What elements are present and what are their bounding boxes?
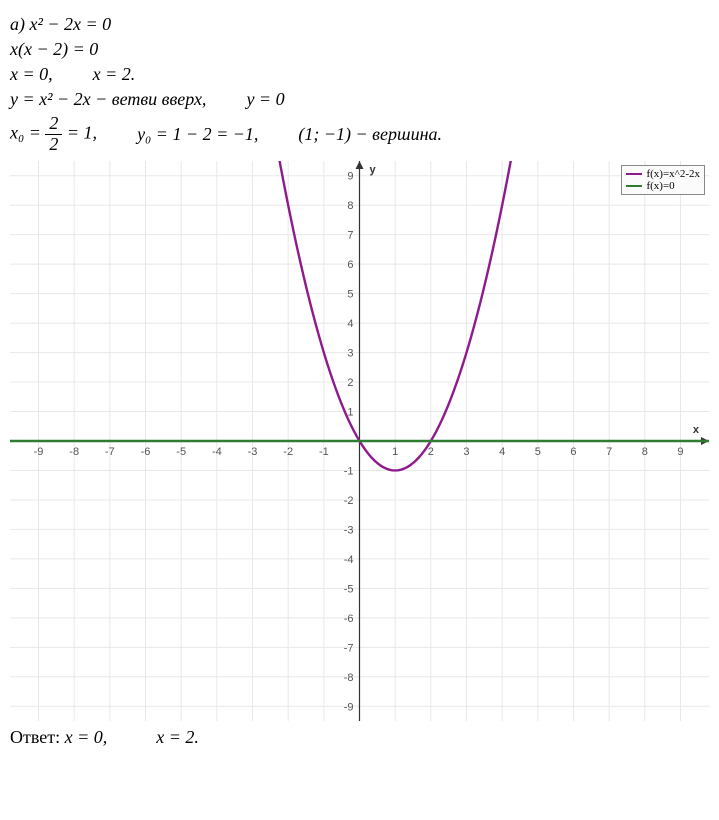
svg-text:9: 9 [347, 170, 353, 182]
svg-text:1: 1 [392, 446, 398, 458]
svg-text:-5: -5 [344, 583, 354, 595]
svg-text:-1: -1 [344, 465, 354, 477]
equation-line-4: y = x² − 2x − ветви вверх, y = 0 [10, 89, 709, 110]
svg-text:x: x [693, 424, 700, 436]
fraction-den: 2 [45, 135, 62, 155]
svg-text:-4: -4 [212, 446, 222, 458]
svg-text:-3: -3 [248, 446, 258, 458]
legend-item: f(x)=0 [626, 180, 700, 192]
svg-text:-6: -6 [141, 446, 151, 458]
svg-text:5: 5 [347, 288, 353, 300]
answer-prefix: Ответ: [10, 727, 65, 747]
svg-text:2: 2 [347, 377, 353, 389]
root-2: x = 2. [93, 64, 136, 85]
svg-text:-9: -9 [34, 446, 44, 458]
legend-item: f(x)=x^2-2x [626, 168, 700, 180]
svg-text:8: 8 [347, 200, 353, 212]
root-1: x = 0, [10, 64, 53, 85]
svg-text:-8: -8 [344, 671, 354, 683]
svg-text:-6: -6 [344, 612, 354, 624]
svg-text:y: y [370, 164, 377, 176]
svg-text:9: 9 [677, 446, 683, 458]
svg-text:5: 5 [535, 446, 541, 458]
fraction-num: 2 [45, 114, 62, 135]
legend-color-swatch [626, 173, 642, 175]
svg-text:3: 3 [463, 446, 469, 458]
chart-svg: -9 -8 -7 -6 -5 -4 -3 -2 -1 1 2 3 4 5 6 7 8 9 -9 -8 -7 -6 -5 -4 -… [10, 161, 709, 721]
svg-text:2: 2 [428, 446, 434, 458]
fraction: 2 2 [45, 114, 62, 155]
equation-line-2: x(x − 2) = 0 [10, 39, 709, 60]
x0-rhs: = 1, [67, 122, 97, 142]
svg-text:7: 7 [606, 446, 612, 458]
equation-line-1: a) x² − 2x = 0 [10, 14, 709, 35]
x0-lhs: x₀ = [10, 122, 45, 142]
equation-line-5: x₀ = 2 2 = 1, y₀ = 1 − 2 = −1, (1; −1) −… [10, 114, 709, 155]
legend-label: f(x)=0 [646, 180, 674, 192]
answer-line: Ответ: x = 0, x = 2. [10, 727, 709, 748]
svg-text:-2: -2 [283, 446, 293, 458]
equation-line-3: x = 0, x = 2. [10, 64, 709, 85]
chart-container: -9 -8 -7 -6 -5 -4 -3 -2 -1 1 2 3 4 5 6 7 8 9 -9 -8 -7 -6 -5 -4 -… [10, 161, 709, 721]
svg-text:-8: -8 [69, 446, 79, 458]
svg-text:3: 3 [347, 347, 353, 359]
svg-text:-2: -2 [344, 495, 354, 507]
legend-color-swatch [626, 185, 642, 187]
chart-legend: f(x)=x^2-2xf(x)=0 [621, 165, 705, 195]
y-zero: y = 0 [246, 89, 284, 110]
svg-text:-7: -7 [344, 642, 354, 654]
svg-text:-4: -4 [344, 553, 354, 565]
answer-a: x = 0, [65, 727, 108, 747]
svg-text:-3: -3 [344, 524, 354, 536]
svg-text:-9: -9 [344, 701, 354, 713]
svg-text:4: 4 [347, 318, 353, 330]
answer-b: x = 2. [156, 727, 199, 747]
svg-text:-7: -7 [105, 446, 115, 458]
svg-text:-5: -5 [176, 446, 186, 458]
svg-text:6: 6 [347, 259, 353, 271]
vertex: (1; −1) − вершина. [298, 124, 442, 145]
svg-text:4: 4 [499, 446, 505, 458]
svg-text:8: 8 [642, 446, 648, 458]
legend-label: f(x)=x^2-2x [646, 168, 700, 180]
parabola-desc: y = x² − 2x − ветви вверх, [10, 89, 206, 110]
svg-text:-1: -1 [319, 446, 329, 458]
y0-calc: y₀ = 1 − 2 = −1, [137, 124, 258, 145]
svg-text:6: 6 [570, 446, 576, 458]
svg-text:7: 7 [347, 229, 353, 241]
x0-calc: x₀ = 2 2 = 1, [10, 114, 97, 155]
